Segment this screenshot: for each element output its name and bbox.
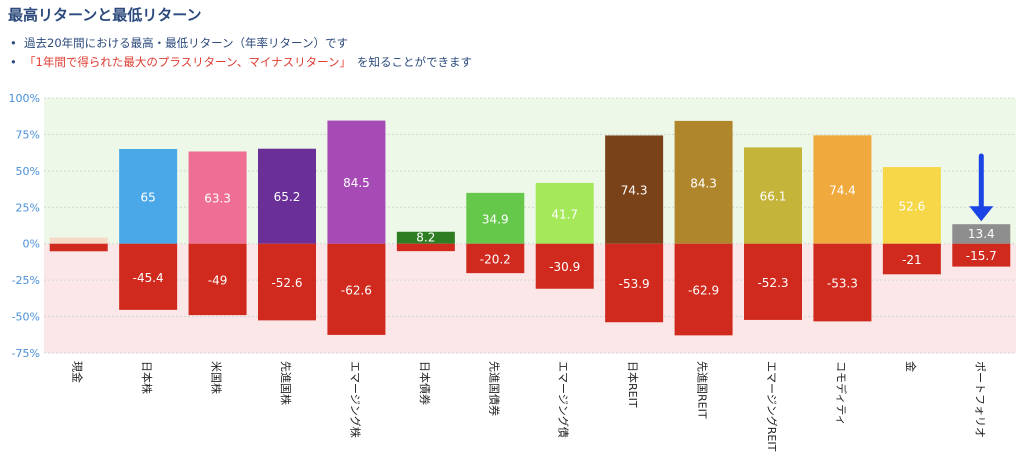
x-tick-label: 日本REIT [626, 361, 640, 408]
y-tick-label: 100% [9, 92, 40, 105]
bar-positive-label: 66.1 [760, 190, 787, 204]
description-text: 過去20年間における最高・最低リターン（年率リターン）です [24, 36, 348, 50]
bar-negative [535, 243, 594, 289]
bar-positive [396, 231, 455, 244]
bar-negative [49, 243, 108, 252]
bar-positive [119, 149, 178, 244]
bar-positive-label: 65.2 [274, 190, 301, 204]
x-tick-label: 現金 [71, 361, 85, 383]
bar-positive-label: 8.2 [416, 231, 435, 245]
highlight-text: 「1年間で得られた最大のプラスリターン、マイナスリターン」 [24, 55, 352, 69]
y-tick-label: 75% [16, 128, 40, 141]
x-tick-label: 米国株 [210, 361, 224, 394]
bar-negative [882, 243, 941, 275]
bullet-dot: • [10, 55, 17, 69]
bar-negative [744, 243, 802, 320]
bar-negative [396, 243, 455, 252]
bar-positive [882, 167, 941, 244]
x-tick-label: 先進国REIT [696, 361, 709, 419]
bar-negative [813, 243, 872, 322]
x-tick-label: 日本債券 [418, 361, 432, 405]
bar-negative-label: -52.6 [271, 276, 302, 290]
bar-negative [119, 243, 178, 310]
bar-positive-label: 84.3 [690, 176, 717, 190]
bar-negative-label: -53.3 [827, 277, 858, 291]
bar-negative-label: -15.7 [966, 249, 997, 263]
bar-negative [188, 243, 247, 316]
bar-positive [188, 151, 247, 244]
bar-positive [535, 182, 594, 244]
bar-positive-label: 84.5 [343, 176, 370, 190]
arrowhead-icon [969, 206, 994, 222]
bar-negative [952, 243, 1011, 267]
bar-positive-label: 41.7 [551, 207, 578, 221]
bullet-dot: • [10, 36, 17, 50]
bar-negative [674, 243, 733, 336]
description-item: • 「1年間で得られた最大のプラスリターン、マイナスリターン」 を知ることができます [10, 53, 472, 72]
x-tick-label: 先進国株 [279, 361, 293, 405]
bar-negative-label: -49 [208, 273, 228, 287]
bar-negative [605, 243, 664, 323]
bar-negative-label: -62.6 [341, 283, 372, 297]
x-tick-label: エマージング債 [557, 361, 571, 438]
bar-positive [49, 237, 108, 244]
description-list: • 過去20年間における最高・最低リターン（年率リターン）です • 「1年間で得られ… [10, 34, 472, 72]
description-text: を知ることができます [357, 55, 473, 69]
y-tick-label: -50% [12, 311, 40, 324]
x-tick-label: エマージングREIT [765, 361, 779, 452]
bar-negative [327, 243, 386, 335]
y-tick-label: 0% [23, 238, 40, 251]
bar-negative-label: -53.9 [619, 277, 650, 291]
bar-positive [605, 135, 664, 244]
bar-positive [813, 135, 872, 244]
bar-negative-label: -30.9 [549, 260, 580, 274]
bar-positive-label: 63.3 [204, 192, 231, 206]
y-tick-label: 25% [16, 201, 40, 214]
bar-negative-label: -62.9 [688, 284, 719, 298]
bar-negative-label: -45.4 [133, 271, 164, 285]
bar-negative-label: -20.2 [480, 252, 511, 266]
x-tick-label: 日本株 [140, 361, 154, 394]
bar-positive [258, 148, 316, 244]
bar-positive-label: 34.9 [482, 212, 509, 226]
page-title: 最高リターンと最低リターン [8, 6, 202, 24]
bar-positive [327, 120, 386, 244]
x-tick-label: 金 [904, 361, 918, 372]
bar-positive-label: 65 [141, 190, 156, 204]
bar-negative-label: -52.3 [757, 276, 788, 290]
x-tick-label: 先進国債券 [487, 361, 501, 416]
x-tick-label: エマージング株 [348, 361, 362, 438]
bar-positive-label: 74.4 [829, 184, 856, 198]
y-tick-label: -75% [12, 347, 40, 360]
x-tick-label: コモディティ [834, 361, 848, 426]
bar-positive [952, 224, 1011, 244]
y-tick-label: -25% [12, 274, 40, 287]
x-tick-label: ポートフォリオ [973, 361, 986, 438]
bar-negative-label: -21 [902, 253, 922, 267]
bar-positive-label: 52.6 [898, 199, 925, 213]
description-item: • 過去20年間における最高・最低リターン（年率リターン）です [10, 34, 472, 53]
bar-negative [258, 243, 316, 321]
bar-positive [744, 147, 802, 244]
bar-positive-label: 13.4 [968, 227, 995, 241]
y-tick-label: 50% [16, 165, 40, 178]
bar-negative [466, 243, 525, 274]
bar-positive-label: 74.3 [621, 184, 648, 198]
return-bar-chart: 100% 75% 50% 25% 0% -25% -50% -75% 現金 65 -45.4 日本株 6… [9, 92, 1016, 452]
bar-positive [466, 192, 525, 244]
bar-positive [674, 120, 733, 244]
